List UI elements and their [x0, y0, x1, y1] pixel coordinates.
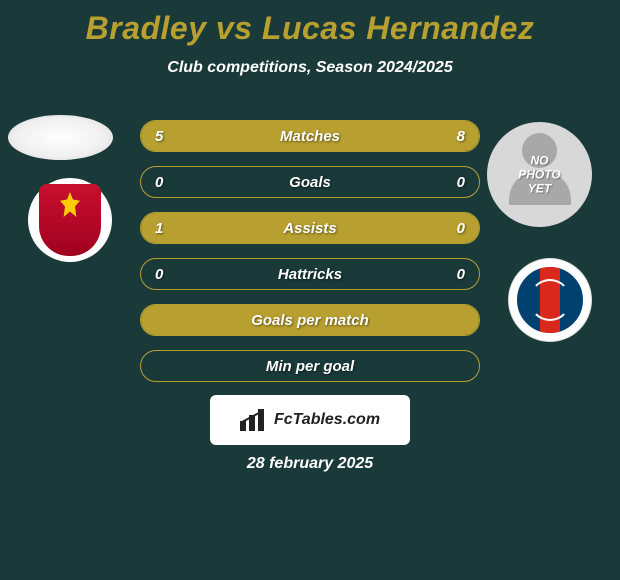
branding-badge: FcTables.com: [210, 395, 410, 445]
stat-label: Hattricks: [141, 259, 479, 289]
chart-icon: [240, 409, 268, 431]
player-right-photo: NO PHOTO YET: [487, 122, 592, 227]
stat-label: Goals: [141, 167, 479, 197]
stat-row: 10Assists: [140, 212, 480, 244]
liverpool-crest-icon: [39, 184, 101, 256]
stat-label: Matches: [141, 121, 479, 151]
stat-row: 00Goals: [140, 166, 480, 198]
stat-label: Goals per match: [141, 305, 479, 335]
stat-row: Min per goal: [140, 350, 480, 382]
stat-row: Goals per match: [140, 304, 480, 336]
stat-row: 00Hattricks: [140, 258, 480, 290]
branding-text: FcTables.com: [274, 411, 380, 429]
player-left-photo: [8, 115, 113, 160]
stats-area: 58Matches 00Goals 10Assists 00Hattricks Goal…: [140, 120, 480, 396]
psg-crest-icon: [515, 265, 585, 335]
page-title: Bradley vs Lucas Hernandez: [0, 0, 620, 47]
date-label: 28 february 2025: [0, 455, 620, 473]
stat-row: 58Matches: [140, 120, 480, 152]
comparison-card: Bradley vs Lucas Hernandez Club competit…: [0, 0, 620, 580]
club-badge-left: [28, 178, 112, 262]
no-photo-label: NO PHOTO YET: [513, 153, 566, 196]
subtitle: Club competitions, Season 2024/2025: [0, 59, 620, 77]
stat-label: Assists: [141, 213, 479, 243]
stat-label: Min per goal: [141, 351, 479, 381]
club-badge-right: [508, 258, 592, 342]
